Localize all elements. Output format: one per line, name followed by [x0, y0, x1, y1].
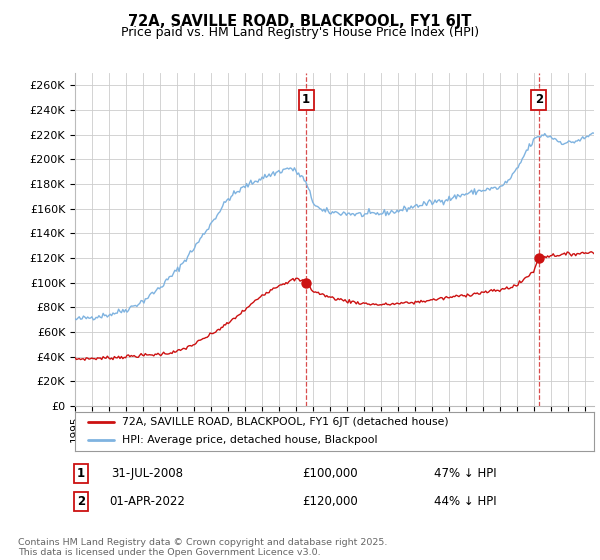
- Text: 72A, SAVILLE ROAD, BLACKPOOL, FY1 6JT: 72A, SAVILLE ROAD, BLACKPOOL, FY1 6JT: [128, 14, 472, 29]
- Text: HPI: Average price, detached house, Blackpool: HPI: Average price, detached house, Blac…: [122, 435, 377, 445]
- Text: Contains HM Land Registry data © Crown copyright and database right 2025.
This d: Contains HM Land Registry data © Crown c…: [18, 538, 388, 557]
- Text: £120,000: £120,000: [302, 494, 358, 508]
- Text: 72A, SAVILLE ROAD, BLACKPOOL, FY1 6JT (detached house): 72A, SAVILLE ROAD, BLACKPOOL, FY1 6JT (d…: [122, 417, 448, 427]
- Text: 44% ↓ HPI: 44% ↓ HPI: [434, 494, 496, 508]
- Text: 47% ↓ HPI: 47% ↓ HPI: [434, 466, 496, 480]
- Text: 1: 1: [302, 94, 310, 106]
- Text: 1: 1: [77, 466, 85, 480]
- Text: Price paid vs. HM Land Registry's House Price Index (HPI): Price paid vs. HM Land Registry's House …: [121, 26, 479, 39]
- Text: 2: 2: [77, 494, 85, 508]
- Text: 01-APR-2022: 01-APR-2022: [109, 494, 185, 508]
- Text: 31-JUL-2008: 31-JUL-2008: [111, 466, 183, 480]
- Text: 2: 2: [535, 94, 543, 106]
- Text: £100,000: £100,000: [302, 466, 358, 480]
